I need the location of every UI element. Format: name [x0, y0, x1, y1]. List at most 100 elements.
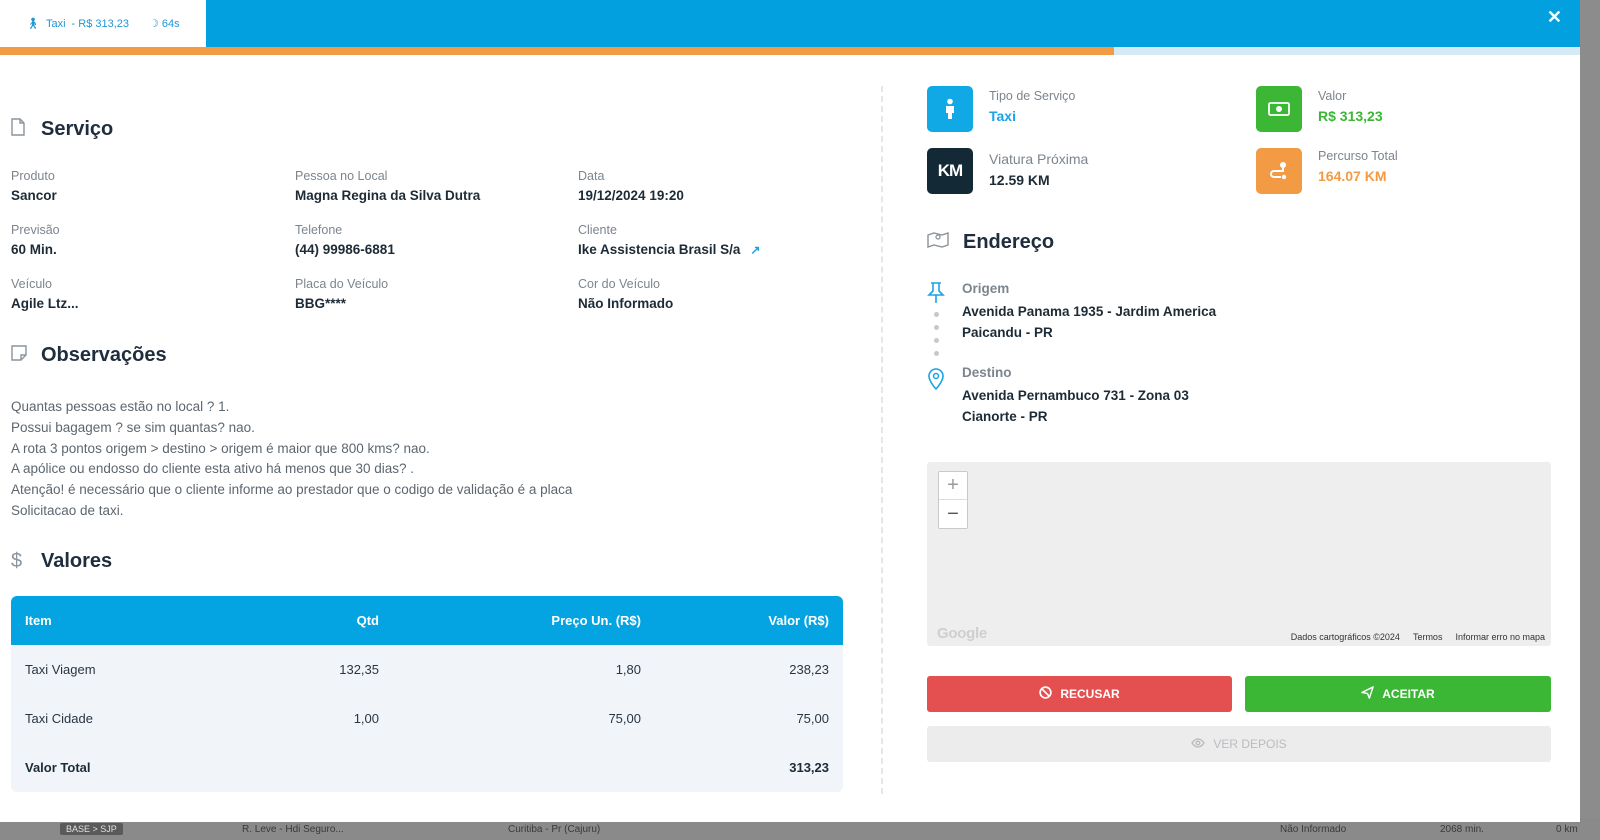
destino-city: Cianorte - PR — [962, 408, 1048, 424]
stat-value: R$ 313,23 — [1318, 108, 1383, 124]
stat-label: Viatura Próxima — [989, 151, 1089, 167]
map-terms-link[interactable]: Termos — [1412, 632, 1443, 642]
header-preco: Preço Un. (R$) — [551, 613, 641, 628]
field-value: Não Informado — [578, 296, 674, 311]
km-icon: KM — [927, 148, 973, 194]
destino-address: Destino Avenida Pernambuco 731 - Zona 03… — [962, 365, 1189, 427]
cell-valor: 238,23 — [789, 662, 829, 677]
field-cliente: Cliente Ike Assistencia Brasil S/a ↗ — [578, 223, 760, 257]
header-qtd: Qtd — [356, 613, 379, 628]
header-item: Item — [25, 613, 52, 628]
cell-qtd: 1,00 — [353, 711, 379, 726]
observacoes-title-text: Observações — [41, 344, 167, 366]
endereco-title: Endereço — [927, 231, 1054, 254]
destino-street: Avenida Pernambuco 731 - Zona 03 — [962, 388, 1189, 403]
stat-label: Tipo de Serviço — [989, 89, 1076, 103]
route-dot — [934, 338, 939, 343]
cell-preco: 1,80 — [615, 662, 641, 677]
field-value: BBG**** — [295, 296, 347, 311]
field-produto: Produto Sancor — [11, 169, 57, 203]
accept-button[interactable]: ACEITAR — [1245, 676, 1551, 712]
route-dot — [934, 312, 939, 317]
field-value: Ike Assistencia Brasil S/a ↗ — [578, 242, 760, 257]
obs-line: Quantas pessoas estão no local ? 1. — [11, 399, 230, 414]
total-label: Valor Total — [25, 760, 91, 775]
stat-percurso-total: Percurso Total 164.07 KM — [1318, 149, 1398, 184]
field-value: (44) 99986-6881 — [295, 242, 395, 257]
person-icon — [927, 86, 973, 132]
view-later-button[interactable]: VER DEPOIS — [927, 726, 1551, 762]
bg-service: R. Leve - Hdi Seguro... — [242, 824, 344, 835]
endereco-title-text: Endereço — [963, 231, 1055, 253]
external-link-icon[interactable]: ↗ — [750, 243, 761, 257]
background-page-edge — [1580, 0, 1600, 818]
table-row: Taxi Viagem 132,35 1,80 238,23 — [11, 645, 843, 694]
header-valor: Valor (R$) — [768, 613, 829, 628]
service-offer-modal: 🚶︎ Taxi - R$ 313,23 ☽ 64s ✕ Serviço Prod… — [0, 0, 1580, 822]
accept-label: ACEITAR — [1382, 687, 1435, 701]
timer-icon: ☽ — [149, 18, 159, 30]
obs-line: A rota 3 pontos origem > destino > orige… — [11, 440, 430, 456]
stat-value: Taxi — [989, 108, 1016, 124]
field-cor: Cor do Veículo Não Informado — [578, 277, 673, 311]
view-later-label: VER DEPOIS — [1213, 737, 1287, 751]
route-map[interactable]: + − Google Dados cartográficos ©2024 Ter… — [927, 462, 1551, 646]
field-label: Data — [578, 169, 605, 183]
cell-item: Taxi Viagem — [25, 662, 96, 677]
field-data: Data 19/12/2024 19:20 — [578, 169, 684, 203]
cell-preco: 75,00 — [608, 711, 641, 726]
modal-header: 🚶︎ Taxi - R$ 313,23 ☽ 64s ✕ — [0, 0, 1580, 47]
route-icon — [1256, 148, 1302, 194]
stat-valor: Valor R$ 313,23 — [1318, 89, 1383, 124]
field-label: Veículo — [11, 277, 53, 291]
field-label: Pessoa no Local — [295, 169, 388, 183]
cell-item: Taxi Cidade — [25, 711, 93, 726]
column-divider — [881, 86, 883, 794]
table-header: Item Qtd Preço Un. (R$) Valor (R$) — [11, 596, 843, 645]
field-veiculo: Veículo Agile Ltz... — [11, 277, 79, 311]
origem-label: Origem — [962, 281, 1010, 296]
obs-line: Solicitacao de taxi. — [11, 502, 124, 518]
obs-line: Atenção! é necessário que o cliente info… — [11, 482, 573, 498]
map-report-error-link[interactable]: Informar erro no mapa — [1455, 632, 1545, 642]
base-badge: BASE > SJP — [60, 823, 123, 835]
field-value: Magna Regina da Silva Dutra — [295, 188, 481, 203]
send-icon — [1361, 686, 1375, 702]
background-row: BASE > SJP R. Leve - Hdi Seguro... Curit… — [0, 818, 1600, 840]
person-icon: 🚶︎ — [26, 18, 40, 30]
progress-fill — [0, 47, 1114, 55]
destino-label: Destino — [962, 365, 1012, 380]
pin-icon — [927, 282, 945, 309]
field-label: Telefone — [295, 223, 343, 237]
zoom-in-button[interactable]: + — [939, 472, 967, 500]
stat-label: Valor — [1318, 89, 1347, 103]
money-icon — [1256, 86, 1302, 132]
cell-qtd: 132,35 — [339, 662, 379, 677]
close-icon[interactable]: ✕ — [1546, 7, 1562, 27]
tab-timer: 64s — [161, 17, 180, 30]
map-icon — [927, 231, 949, 254]
note-icon — [11, 345, 27, 366]
valores-title: $ Valores — [11, 550, 112, 573]
observacoes-text: Quantas pessoas estão no local ? 1. Poss… — [11, 397, 572, 522]
service-tab[interactable]: 🚶︎ Taxi - R$ 313,23 ☽ 64s — [0, 0, 206, 47]
field-value: 60 Min. — [11, 242, 57, 257]
stat-value: 164.07 KM — [1318, 168, 1387, 184]
google-logo: Google — [937, 625, 987, 642]
eye-icon — [1191, 737, 1206, 751]
origem-street: Avenida Panama 1935 - Jardim America — [962, 304, 1217, 319]
origem-city: Paicandu - PR — [962, 324, 1053, 340]
zoom-out-button[interactable]: − — [947, 502, 959, 525]
field-value: Sancor — [11, 188, 57, 203]
stat-value: 12.59 KM — [989, 172, 1050, 188]
bg-color: Não Informado — [1280, 824, 1347, 835]
observacoes-title: Observações — [11, 344, 167, 367]
refuse-button[interactable]: RECUSAR — [927, 676, 1232, 712]
location-marker-icon — [928, 368, 944, 395]
servico-title: Serviço — [11, 118, 113, 141]
obs-line: Possui bagagem ? se sim quantas? nao. — [11, 419, 255, 435]
dollar-icon: $ — [11, 550, 23, 572]
servico-title-text: Serviço — [41, 118, 114, 140]
field-pessoa-local: Pessoa no Local Magna Regina da Silva Du… — [295, 169, 480, 203]
route-dot — [934, 325, 939, 330]
